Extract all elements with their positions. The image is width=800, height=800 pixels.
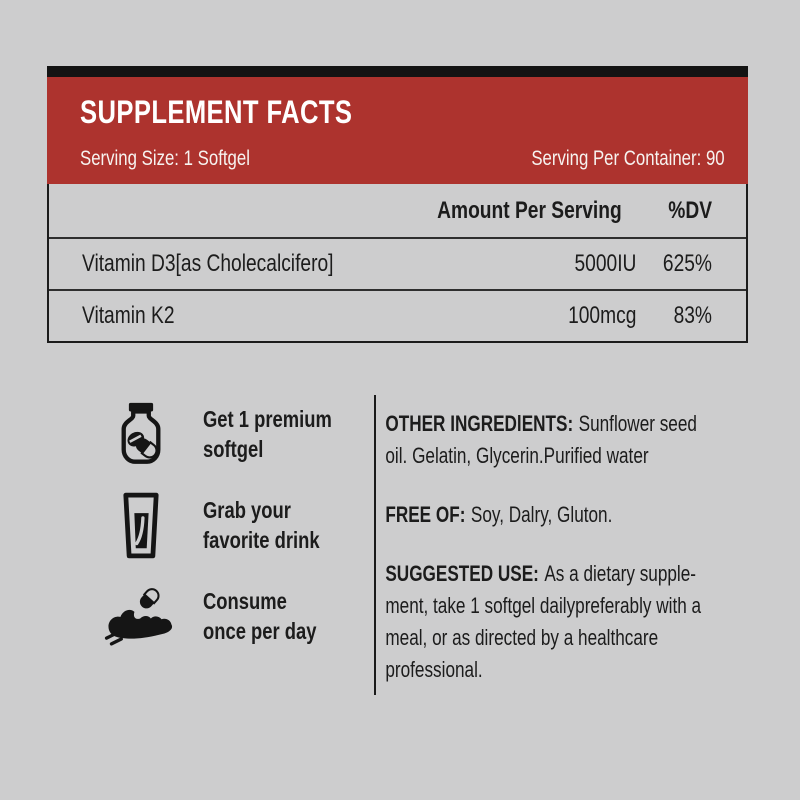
- table-row-vitamin-d3: Vitamin D3[as Cholecalcifero] 5000IU 625…: [49, 237, 746, 289]
- benefit-item-drink: Grab your favorite drink: [103, 492, 374, 559]
- facts-header: SUPPLEMENT FACTS Serving Size: 1 Softgel…: [47, 77, 748, 184]
- top-strip: [47, 66, 748, 77]
- suggested-use-text: meal, or as directed by a healthcare: [385, 625, 659, 650]
- vertical-divider: [374, 395, 376, 695]
- amount-per-serving-header: Amount Per Serving: [437, 196, 622, 224]
- benefits-list: Get 1 premium softgel Grab your favorite…: [47, 393, 374, 713]
- pill-bottle-icon: [103, 402, 179, 466]
- other-ingredients-section: OTHER INGREDlENTS: Sunflower seed oil. Ge…: [385, 408, 742, 472]
- info-column: OTHER INGREDlENTS: Sunflower seed oil. Ge…: [376, 393, 743, 713]
- hand-pill-icon: [103, 584, 179, 648]
- benefit-line: softgel: [203, 436, 264, 462]
- servings-per-container-text: Serving Per Container: 90: [531, 147, 725, 170]
- other-ingredients-text: Sunflower seed: [578, 411, 697, 436]
- vitamin-dv: 83%: [673, 302, 712, 329]
- free-of-section: FREE OF: Soy, Dalry, Gluton.: [385, 499, 742, 531]
- free-of-label: FREE OF:: [385, 502, 466, 527]
- facts-table: Amount Per Serving %DV Vitamin D3[as Cho…: [47, 184, 748, 343]
- other-ingredients-label: OTHER INGREDlENTS:: [385, 411, 574, 436]
- benefit-text: Grab your favorite drink: [203, 495, 349, 555]
- free-of-text: Soy, Dalry, Gluton.: [470, 502, 613, 527]
- benefit-line: once per day: [203, 618, 317, 644]
- suggested-use-label: SUGGESTED USE:: [385, 561, 539, 586]
- benefit-item-consume: Consume once per day: [103, 584, 374, 648]
- suggested-use-section: SUGGESTED USE: As a dietary supple- ment,…: [385, 558, 742, 686]
- benefit-line: Grab your: [203, 497, 291, 523]
- table-row-vitamin-k2: Vitamin K2 100mcg 83%: [49, 289, 746, 341]
- vitamin-amount: 100mcg: [567, 302, 636, 329]
- table-header-row: Amount Per Serving %DV: [49, 184, 746, 237]
- vitamin-amount: 5000IU: [574, 250, 636, 277]
- other-ingredients-text: oil. Gelatin, Glycerin.Purified water: [385, 443, 649, 468]
- vitamin-name: Vitamin D3[as Cholecalcifero]: [82, 250, 334, 277]
- suggested-use-text: As a dietary supple-: [544, 561, 696, 586]
- benefit-line: Get 1 premium: [203, 406, 332, 432]
- facts-panel: SUPPLEMENT FACTS Serving Size: 1 Softgel…: [47, 66, 748, 343]
- benefit-line: Consume: [203, 588, 287, 614]
- benefit-item-softgel: Get 1 premium softgel: [103, 402, 374, 466]
- suggested-use-text: professional.: [385, 657, 483, 682]
- drink-glass-icon: [103, 492, 179, 559]
- dv-header: %DV: [668, 196, 712, 224]
- serving-row: Serving Size: 1 Softgel Serving Per Cont…: [80, 147, 725, 171]
- vitamin-name: Vitamin K2: [82, 302, 175, 329]
- benefit-line: favorite drink: [203, 527, 320, 553]
- benefit-text: Consume once per day: [203, 586, 345, 646]
- serving-size-text: Serving Size: 1 Softgel: [80, 147, 250, 170]
- benefit-text: Get 1 premium softgel: [203, 404, 364, 464]
- page-title: SUPPLEMENT FACTS: [80, 77, 725, 131]
- page-title-text: SUPPLEMENT FACTS: [80, 94, 353, 130]
- suggested-use-text: ment, take 1 softgel dailypreferably wit…: [385, 593, 702, 618]
- lower-section: Get 1 premium softgel Grab your favorite…: [47, 393, 748, 713]
- vitamin-dv: 625%: [662, 250, 712, 277]
